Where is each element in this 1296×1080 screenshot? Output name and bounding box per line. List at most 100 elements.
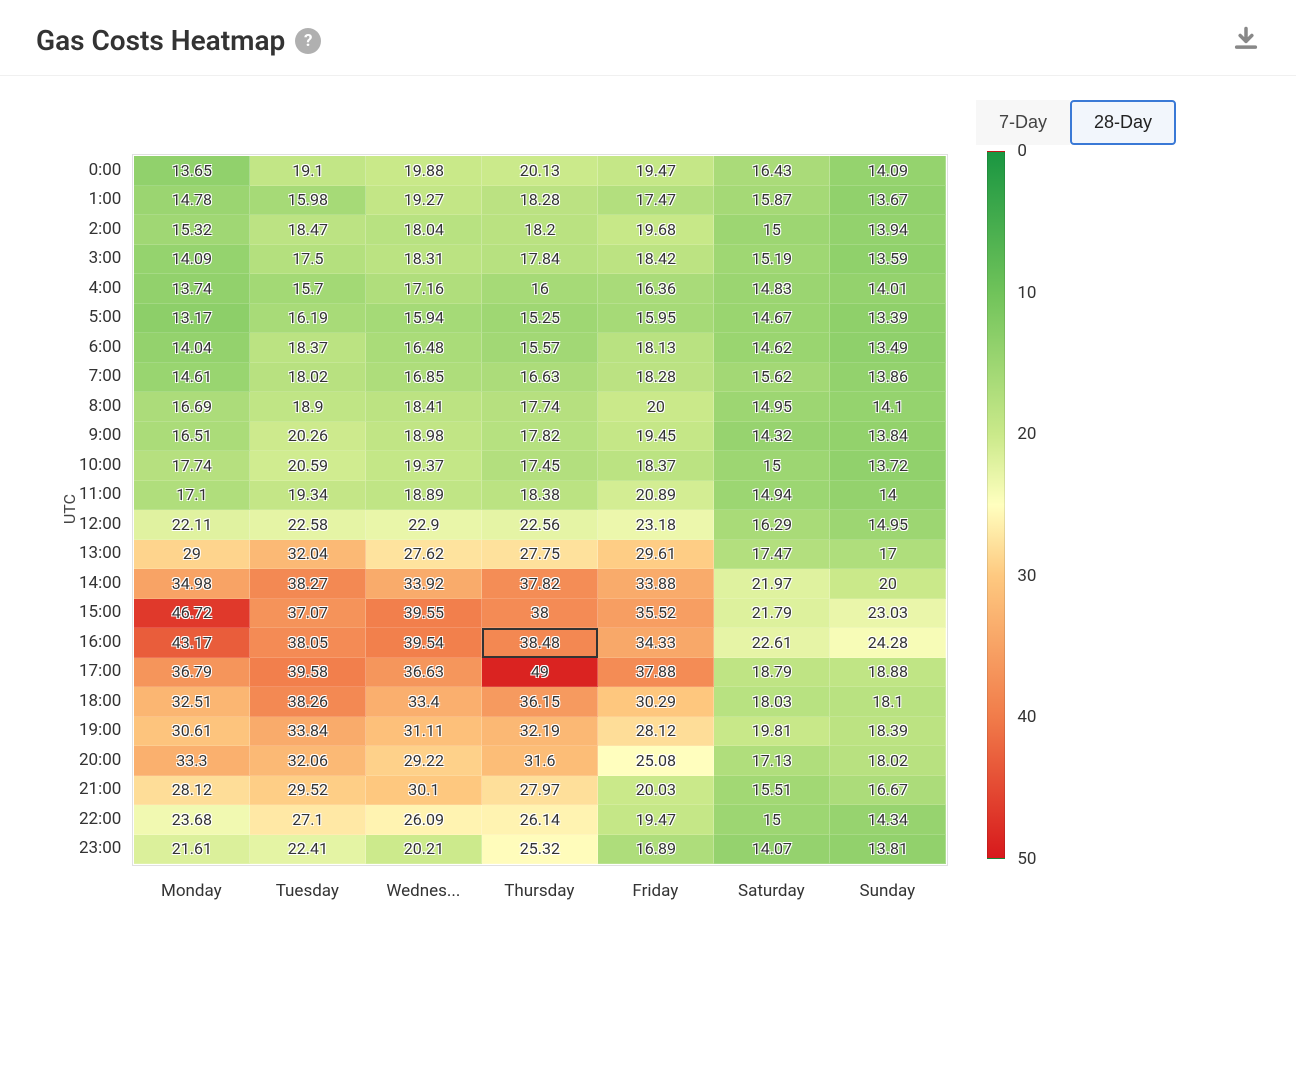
heatmap-cell[interactable]: 19.88 xyxy=(366,156,482,186)
heatmap-cell[interactable]: 16.19 xyxy=(250,304,366,334)
heatmap-cell[interactable]: 20 xyxy=(830,569,946,599)
heatmap-cell[interactable]: 23.03 xyxy=(830,599,946,629)
heatmap-cell[interactable]: 17.47 xyxy=(714,540,830,570)
heatmap-cell[interactable]: 24.28 xyxy=(830,628,946,658)
heatmap-cell[interactable]: 15.87 xyxy=(714,186,830,216)
heatmap-cell[interactable]: 18.98 xyxy=(366,422,482,452)
heatmap-cell[interactable]: 15.32 xyxy=(134,215,250,245)
heatmap-cell[interactable]: 26.14 xyxy=(482,805,598,835)
heatmap-cell[interactable]: 16.89 xyxy=(598,835,714,865)
heatmap-cell[interactable]: 29 xyxy=(134,540,250,570)
heatmap-cell[interactable]: 19.1 xyxy=(250,156,366,186)
heatmap-cell[interactable]: 15 xyxy=(714,805,830,835)
heatmap-cell[interactable]: 14.09 xyxy=(830,156,946,186)
heatmap-cell[interactable]: 33.88 xyxy=(598,569,714,599)
heatmap-cell[interactable]: 19.45 xyxy=(598,422,714,452)
heatmap-cell[interactable]: 36.15 xyxy=(482,687,598,717)
heatmap-cell[interactable]: 20.26 xyxy=(250,422,366,452)
heatmap-cell[interactable]: 18.41 xyxy=(366,392,482,422)
heatmap-cell[interactable]: 20.03 xyxy=(598,776,714,806)
heatmap-cell[interactable]: 15.25 xyxy=(482,304,598,334)
heatmap-cell[interactable]: 14.83 xyxy=(714,274,830,304)
heatmap-cell[interactable]: 17.5 xyxy=(250,245,366,275)
heatmap-cell[interactable]: 33.4 xyxy=(366,687,482,717)
heatmap-cell[interactable]: 17.74 xyxy=(134,451,250,481)
heatmap-cell[interactable]: 16.43 xyxy=(714,156,830,186)
heatmap-cell[interactable]: 37.88 xyxy=(598,658,714,688)
toggle-28day[interactable]: 28-Day xyxy=(1070,100,1176,145)
heatmap-cell[interactable]: 18.9 xyxy=(250,392,366,422)
heatmap-cell[interactable]: 32.06 xyxy=(250,746,366,776)
heatmap-cell[interactable]: 18.37 xyxy=(598,451,714,481)
heatmap-cell[interactable]: 14.61 xyxy=(134,363,250,393)
heatmap-cell[interactable]: 33.92 xyxy=(366,569,482,599)
heatmap-cell[interactable]: 22.61 xyxy=(714,628,830,658)
heatmap-cell[interactable]: 14.95 xyxy=(830,510,946,540)
heatmap-cell[interactable]: 18.37 xyxy=(250,333,366,363)
heatmap-cell[interactable]: 30.29 xyxy=(598,687,714,717)
heatmap-cell[interactable]: 35.52 xyxy=(598,599,714,629)
heatmap-cell[interactable]: 17.84 xyxy=(482,245,598,275)
heatmap-cell[interactable]: 17.45 xyxy=(482,451,598,481)
heatmap-cell[interactable]: 13.84 xyxy=(830,422,946,452)
heatmap-cell[interactable]: 17.13 xyxy=(714,746,830,776)
heatmap-cell[interactable]: 18.02 xyxy=(250,363,366,393)
heatmap-cell[interactable]: 16.69 xyxy=(134,392,250,422)
heatmap-cell[interactable]: 17.74 xyxy=(482,392,598,422)
heatmap-cell[interactable]: 18.13 xyxy=(598,333,714,363)
heatmap-cell[interactable]: 13.17 xyxy=(134,304,250,334)
heatmap-cell[interactable]: 14.62 xyxy=(714,333,830,363)
heatmap-cell[interactable]: 19.34 xyxy=(250,481,366,511)
heatmap-cell[interactable]: 14.32 xyxy=(714,422,830,452)
heatmap-cell[interactable]: 30.61 xyxy=(134,717,250,747)
heatmap-cell[interactable]: 31.6 xyxy=(482,746,598,776)
heatmap-cell[interactable]: 46.72 xyxy=(134,599,250,629)
heatmap-cell[interactable]: 15 xyxy=(714,215,830,245)
heatmap-cell[interactable]: 17.82 xyxy=(482,422,598,452)
heatmap-cell[interactable]: 20.13 xyxy=(482,156,598,186)
heatmap-cell[interactable]: 18.04 xyxy=(366,215,482,245)
heatmap-cell[interactable]: 37.82 xyxy=(482,569,598,599)
heatmap-cell[interactable]: 38.05 xyxy=(250,628,366,658)
heatmap-cell[interactable]: 17.1 xyxy=(134,481,250,511)
heatmap-cell[interactable]: 38.26 xyxy=(250,687,366,717)
heatmap-cell[interactable]: 14.94 xyxy=(714,481,830,511)
heatmap-cell[interactable]: 39.58 xyxy=(250,658,366,688)
heatmap-cell[interactable]: 32.19 xyxy=(482,717,598,747)
heatmap-cell[interactable]: 15.98 xyxy=(250,186,366,216)
heatmap-cell[interactable]: 15.62 xyxy=(714,363,830,393)
heatmap-cell[interactable]: 28.12 xyxy=(598,717,714,747)
heatmap-cell[interactable]: 26.09 xyxy=(366,805,482,835)
heatmap-cell[interactable]: 15.7 xyxy=(250,274,366,304)
heatmap-cell[interactable]: 14.07 xyxy=(714,835,830,865)
heatmap-cell[interactable]: 18.2 xyxy=(482,215,598,245)
heatmap-cell[interactable]: 22.41 xyxy=(250,835,366,865)
heatmap-cell[interactable]: 13.49 xyxy=(830,333,946,363)
heatmap-cell[interactable]: 49 xyxy=(482,658,598,688)
heatmap-cell[interactable]: 16.85 xyxy=(366,363,482,393)
heatmap-cell[interactable]: 21.97 xyxy=(714,569,830,599)
heatmap-cell[interactable]: 18.88 xyxy=(830,658,946,688)
heatmap-cell[interactable]: 13.65 xyxy=(134,156,250,186)
heatmap-cell[interactable]: 25.32 xyxy=(482,835,598,865)
heatmap-cell[interactable]: 21.61 xyxy=(134,835,250,865)
heatmap-cell[interactable]: 29.52 xyxy=(250,776,366,806)
heatmap-cell[interactable]: 25.08 xyxy=(598,746,714,776)
help-icon[interactable]: ? xyxy=(295,28,321,54)
heatmap-cell[interactable]: 14.78 xyxy=(134,186,250,216)
heatmap-cell[interactable]: 34.98 xyxy=(134,569,250,599)
download-icon[interactable] xyxy=(1232,25,1260,57)
heatmap-cell[interactable]: 17.16 xyxy=(366,274,482,304)
heatmap-cell[interactable]: 18.02 xyxy=(830,746,946,776)
heatmap-cell[interactable]: 18.03 xyxy=(714,687,830,717)
heatmap-cell[interactable]: 14.1 xyxy=(830,392,946,422)
heatmap-cell[interactable]: 16.63 xyxy=(482,363,598,393)
heatmap-cell[interactable]: 16 xyxy=(482,274,598,304)
heatmap-cell[interactable]: 31.11 xyxy=(366,717,482,747)
heatmap-cell[interactable]: 13.74 xyxy=(134,274,250,304)
heatmap-cell[interactable]: 14.01 xyxy=(830,274,946,304)
heatmap-cell[interactable]: 13.81 xyxy=(830,835,946,865)
heatmap-cell[interactable]: 13.86 xyxy=(830,363,946,393)
heatmap-cell[interactable]: 14 xyxy=(830,481,946,511)
heatmap-cell[interactable]: 27.97 xyxy=(482,776,598,806)
